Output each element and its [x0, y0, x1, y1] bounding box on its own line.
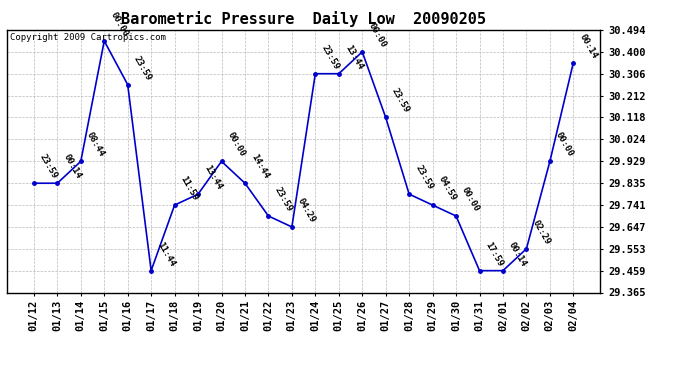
Text: 00:00: 00:00	[366, 21, 388, 49]
Text: 04:59: 04:59	[437, 174, 458, 202]
Text: 00:00: 00:00	[554, 131, 575, 159]
Text: 23:59: 23:59	[38, 153, 59, 180]
Text: 23:59: 23:59	[273, 186, 294, 213]
Text: 13:44: 13:44	[343, 43, 364, 71]
Text: 00:00: 00:00	[226, 131, 247, 159]
Text: 08:44: 08:44	[85, 131, 106, 159]
Text: 23:59: 23:59	[413, 164, 435, 191]
Text: Copyright 2009 Cartropics.com: Copyright 2009 Cartropics.com	[10, 33, 166, 42]
Text: 00:14: 00:14	[61, 153, 83, 180]
Text: 04:29: 04:29	[296, 196, 317, 224]
Text: 23:59: 23:59	[319, 43, 341, 71]
Text: 00:00: 00:00	[460, 186, 482, 213]
Text: 17:59: 17:59	[484, 240, 505, 268]
Text: 02:29: 02:29	[531, 218, 552, 246]
Text: 00:14: 00:14	[578, 32, 599, 60]
Text: 11:44: 11:44	[155, 240, 177, 268]
Text: 23:59: 23:59	[390, 87, 411, 115]
Text: 11:59: 11:59	[179, 174, 200, 202]
Text: 23:59: 23:59	[132, 54, 153, 82]
Text: 00:14: 00:14	[507, 240, 529, 268]
Text: 14:44: 14:44	[249, 153, 270, 180]
Title: Barometric Pressure  Daily Low  20090205: Barometric Pressure Daily Low 20090205	[121, 12, 486, 27]
Text: 13:44: 13:44	[202, 164, 224, 191]
Text: 00:00: 00:00	[108, 10, 130, 38]
